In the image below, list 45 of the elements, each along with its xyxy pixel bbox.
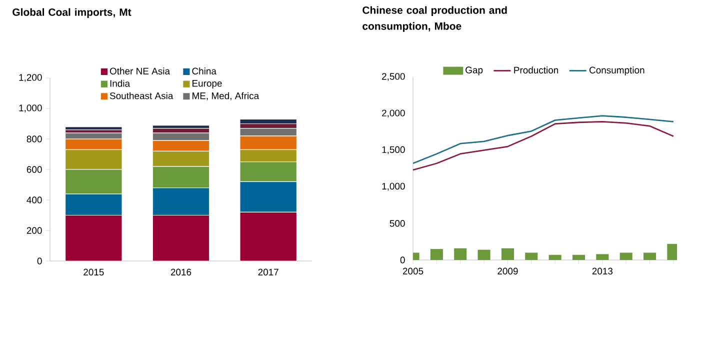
bar <box>596 254 609 260</box>
bar <box>64 214 122 261</box>
legend-label: Europe <box>192 80 222 89</box>
y-tick-label: 0 <box>37 258 42 264</box>
legend-label: ME, Med, Africa <box>192 92 260 100</box>
x-tick-label: 2005 <box>402 268 424 274</box>
bar <box>478 250 490 260</box>
bar <box>620 252 632 260</box>
x-tick-label: 2017 <box>258 268 278 276</box>
y-tick-label: 1,500 <box>382 146 405 154</box>
y-tick-label: 500 <box>390 220 405 227</box>
legend-label: Other NE Asia <box>110 68 170 74</box>
bar <box>644 252 656 260</box>
legend-label: Gap <box>466 66 483 76</box>
bar <box>454 248 467 260</box>
y-tick-label: 200 <box>26 227 42 234</box>
x-tick-label: 2016 <box>170 268 192 276</box>
chart-title: Chinese coal production and consumption, Mboe <box>362 6 507 32</box>
bar <box>548 254 562 260</box>
y-tick-label: 1,000 <box>19 104 42 112</box>
bar <box>501 248 514 260</box>
y-tick-label: 1,000 <box>382 182 405 191</box>
chart-title: Global Coal imports, Mt <box>12 8 132 18</box>
legend-label: Consumption <box>590 66 644 76</box>
x-tick-label: 2009 <box>498 268 518 274</box>
line-series <box>413 115 674 164</box>
legend-label: India <box>110 80 130 87</box>
bar <box>525 252 538 260</box>
y-tick-label: 1,200 <box>19 74 42 82</box>
bar <box>240 212 298 261</box>
y-tick-label: 400 <box>26 196 42 204</box>
legend-label: Southeast Asia <box>110 92 174 100</box>
bar <box>430 249 443 260</box>
bar <box>572 254 586 260</box>
y-tick-label: 2,500 <box>382 73 405 81</box>
x-tick-label: 2015 <box>84 268 104 276</box>
bar <box>152 214 210 261</box>
y-tick-label: 2,000 <box>382 110 405 118</box>
y-tick-label: 600 <box>26 166 42 173</box>
legend-label: China <box>192 68 216 74</box>
y-tick-label: 800 <box>26 136 42 142</box>
line-series <box>413 120 674 171</box>
y-tick-label: 0 <box>400 256 405 264</box>
legend-label: Production <box>514 66 558 74</box>
x-tick-label: 2013 <box>592 268 613 274</box>
